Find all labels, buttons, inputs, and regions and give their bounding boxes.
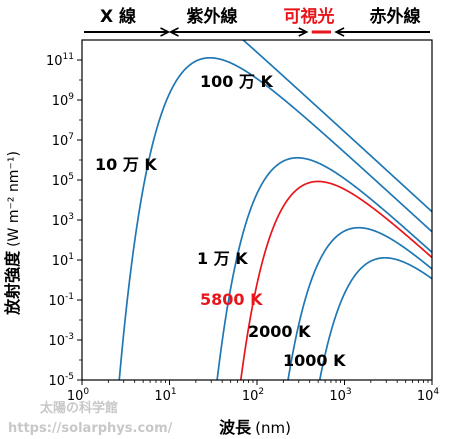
curve-label-5800k: 5800 K	[200, 290, 263, 309]
curve-100000k	[118, 56, 432, 380]
watermark-url: https://solarphys.com/	[8, 421, 173, 436]
x-tick-label: 104	[417, 387, 440, 404]
curve-2000k	[287, 226, 432, 380]
x-axis-unit: (nm)	[255, 419, 291, 437]
band-arrow-left	[334, 27, 345, 37]
curve-label-100000k: 10 万 K	[95, 155, 157, 174]
band-label: 紫外線	[187, 6, 238, 27]
y-tick-label: 10-3	[48, 332, 74, 349]
y-tick-label: 103	[52, 212, 74, 229]
curve-1000k	[318, 256, 432, 380]
y-tick-label: 1011	[46, 52, 74, 69]
y-axis-ticks: 10-5 10-3 10-1 101 103 105 107 109 1011	[46, 52, 82, 389]
x-axis-title-text: 波長	[219, 418, 252, 437]
watermark-title: 太陽の科学館	[39, 400, 118, 416]
x-tick-label: 103	[329, 387, 351, 404]
curves	[118, 40, 432, 380]
curve-label-1000000k: 100 万 K	[200, 72, 274, 91]
x-tick-label: 101	[154, 387, 176, 404]
x-axis-title: 波長 (nm)	[219, 418, 291, 437]
band-arrow-right	[298, 27, 309, 37]
curve-5800k	[239, 180, 432, 380]
band-arrow-right	[160, 27, 171, 37]
y-axis-title-text: 放射強度	[3, 250, 22, 316]
y-tick-label: 109	[52, 92, 75, 109]
curve-10000k	[216, 156, 432, 380]
curve-label-10000k: 1 万 K	[197, 249, 248, 268]
y-tick-label: 10-5	[48, 372, 74, 389]
curve-1000000k	[241, 40, 432, 213]
x-tick-label: 102	[242, 387, 264, 404]
band-arrow-left	[168, 27, 179, 37]
band-bar: X 線 紫外線 可視光 赤外線	[84, 6, 430, 37]
curve-labels: 100 万 K 10 万 K 1 万 K 5800 K 2000 K 1000 K	[95, 72, 346, 370]
watermark: 太陽の科学館 https://solarphys.com/	[8, 400, 173, 436]
band-label: 赤外線	[370, 6, 421, 27]
band-label: X 線	[100, 6, 136, 27]
x-tick-label: 100	[67, 387, 90, 404]
x-axis-ticks: 100 101 102 103 104	[67, 380, 440, 404]
y-axis-title: 放射強度 (W m⁻² nm⁻¹)	[3, 151, 22, 316]
y-tick-label: 107	[52, 132, 74, 149]
band-label: 可視光	[284, 6, 335, 27]
y-tick-label: 105	[52, 172, 74, 189]
curve-label-1000k: 1000 K	[283, 351, 346, 370]
y-tick-label: 10-1	[48, 292, 74, 309]
curve-label-2000k: 2000 K	[248, 322, 311, 341]
y-tick-label: 101	[52, 252, 74, 269]
y-axis-unit: (W m⁻² nm⁻¹)	[6, 151, 22, 247]
